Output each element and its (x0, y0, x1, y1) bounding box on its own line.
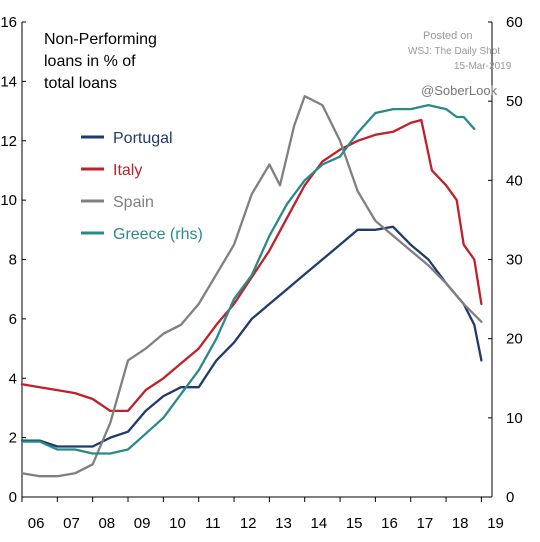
chart-legend: Portugal Italy Spain Greece (rhs) (81, 130, 203, 243)
source-line-2: WSJ: The Daily Shot (408, 46, 500, 57)
y-right-tick-label: 20 (506, 331, 523, 348)
y-right-tick-label: 40 (506, 172, 523, 189)
y-left-tick-label: 2 (9, 430, 17, 447)
chart-title: Non-Performing loans in % of total loans (44, 31, 157, 92)
x-tick-label: 19 (487, 515, 504, 532)
y-left-tick-label: 14 (0, 73, 17, 90)
series-line-spain (20, 95, 483, 478)
x-tick-label: 13 (275, 515, 292, 532)
x-tick-label: 18 (452, 515, 469, 532)
chart-title-line-3: total loans (44, 75, 117, 92)
legend-label-greece-rhs: Greece (rhs) (113, 226, 203, 243)
chart-title-line-2: loans in % of (44, 53, 136, 70)
y-right-tick-label: 10 (506, 410, 523, 427)
y-right-tick-label: 30 (506, 252, 523, 269)
legend-label-italy: Italy (113, 162, 142, 179)
y-left-tick-label: 10 (0, 192, 17, 209)
y-right-tick-label: 0 (506, 489, 514, 506)
author-handle: @SoberLook (421, 83, 498, 98)
y-right-tick-label: 60 (506, 14, 523, 31)
y-axis-right-ticks: 0 10 20 30 40 50 60 (488, 14, 523, 506)
chart-title-line-1: Non-Performing (44, 31, 157, 48)
series-lines (20, 95, 483, 478)
x-tick-label: 14 (310, 515, 327, 532)
x-tick-label: 06 (28, 515, 45, 532)
source-line-1: Posted on (423, 30, 473, 42)
y-left-tick-label: 12 (0, 133, 17, 150)
source-note: Posted on WSJ: The Daily Shot 15-Mar-201… (408, 30, 512, 72)
x-axis-ticks: 06 07 08 09 10 11 12 13 14 15 16 17 18 19 (21, 497, 504, 532)
x-tick-label: 12 (240, 515, 257, 532)
y-left-tick-label: 16 (0, 14, 17, 31)
legend-label-portugal: Portugal (113, 130, 173, 147)
x-tick-label: 15 (346, 515, 363, 532)
y-axis-left-ticks: 0 2 4 6 8 10 12 14 16 (0, 14, 26, 506)
source-line-3: 15-Mar-2019 (454, 61, 512, 72)
x-tick-label: 11 (205, 515, 221, 532)
x-tick-label: 07 (63, 515, 80, 532)
x-tick-label: 10 (169, 515, 186, 532)
x-tick-label: 09 (134, 515, 151, 532)
y-left-tick-label: 6 (9, 311, 17, 328)
series-line-greece-rhs (20, 103, 476, 455)
x-tick-label: 16 (381, 515, 398, 532)
series-line-italy (20, 118, 483, 413)
y-left-tick-label: 8 (9, 252, 17, 269)
legend-label-spain: Spain (113, 194, 154, 211)
y-left-tick-label: 4 (9, 370, 17, 387)
y-left-tick-label: 0 (9, 489, 17, 506)
x-tick-label: 17 (417, 515, 434, 532)
y-right-tick-label: 50 (506, 93, 523, 110)
x-tick-label: 08 (98, 515, 115, 532)
